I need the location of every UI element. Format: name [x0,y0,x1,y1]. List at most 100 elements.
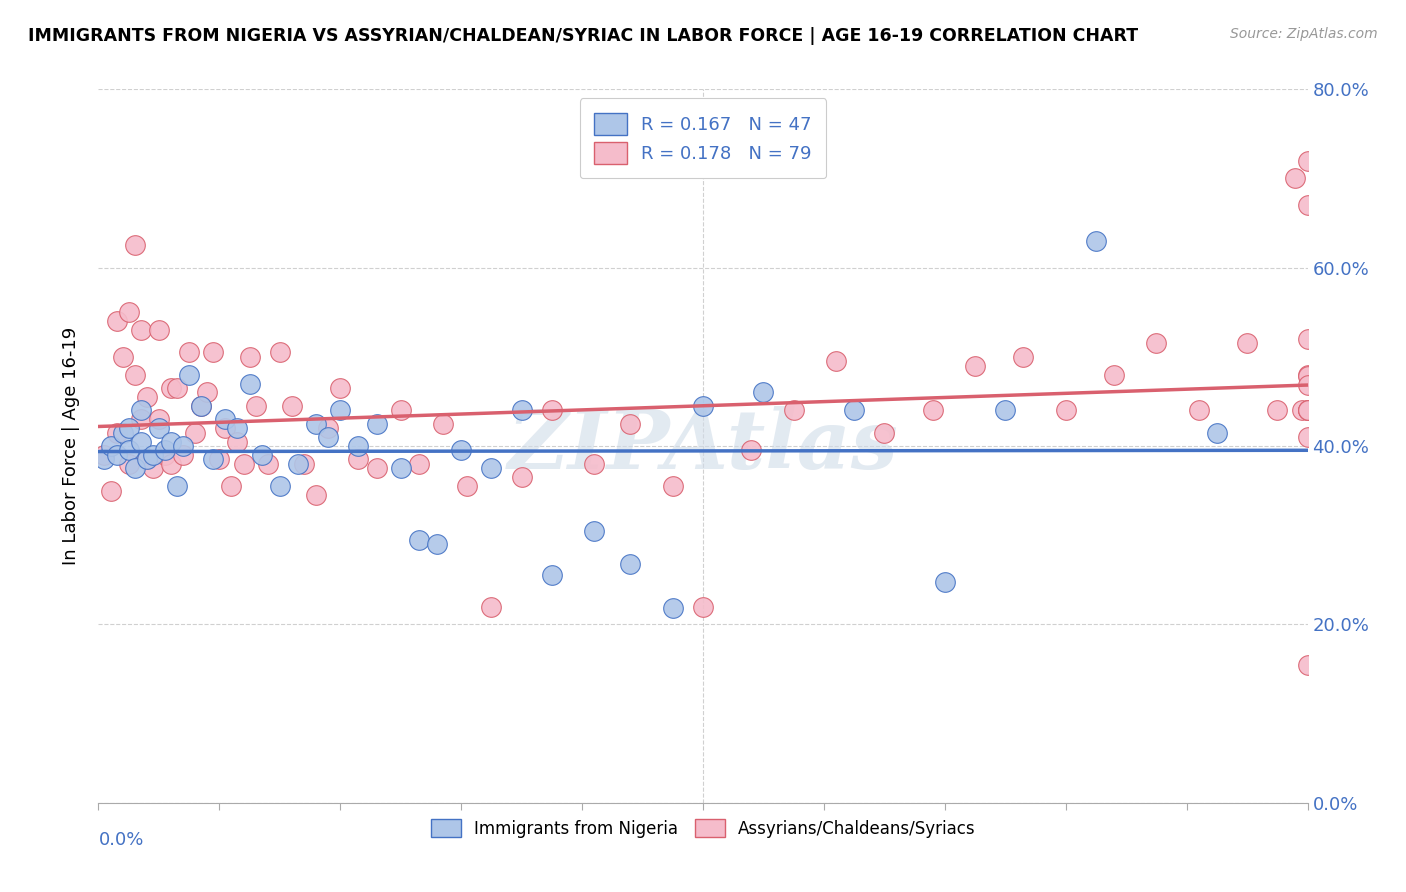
Point [305,417,328,431]
Point [583,457,606,471]
Point [179,345,201,359]
Point [389,461,412,475]
Point [510,403,533,417]
Point [921,403,943,417]
Point [111,350,134,364]
Text: Source: ZipAtlas.com: Source: ZipAtlas.com [1230,27,1378,41]
Point [148,412,170,426]
Text: ZIPAtlas: ZIPAtlas [508,406,898,486]
Point [1296,153,1319,168]
Point [124,461,146,475]
Point [305,488,328,502]
Point [93,448,115,462]
Point [844,403,866,417]
Point [153,443,176,458]
Point [105,314,128,328]
Point [190,399,212,413]
Point [129,323,152,337]
Point [142,461,165,475]
Point [740,443,762,458]
Point [208,452,231,467]
Point [692,399,714,413]
Point [1236,336,1258,351]
Point [389,403,412,417]
Point [184,425,207,440]
Point [148,323,170,337]
Point [281,399,304,413]
Point [135,452,157,467]
Point [160,381,183,395]
Point [214,421,236,435]
Point [426,537,449,551]
Point [135,390,157,404]
Point [661,601,683,615]
Point [245,399,267,413]
Point [214,412,236,426]
Point [195,385,218,400]
Point [540,403,562,417]
Point [1144,336,1167,351]
Point [316,421,339,435]
Point [481,461,503,475]
Point [250,448,273,462]
Point [1296,378,1319,392]
Point [160,457,183,471]
Text: IMMIGRANTS FROM NIGERIA VS ASSYRIAN/CHALDEAN/SYRIAC IN LABOR FORCE | AGE 16-19 C: IMMIGRANTS FROM NIGERIA VS ASSYRIAN/CHAL… [28,27,1139,45]
Point [540,568,562,582]
Point [752,385,775,400]
Point [269,479,291,493]
Text: 0.0%: 0.0% [98,831,143,849]
Point [825,354,848,368]
Point [347,452,370,467]
Point [118,421,141,435]
Point [129,403,152,417]
Point [232,457,254,471]
Point [1296,198,1319,212]
Point [124,368,146,382]
Legend: Immigrants from Nigeria, Assyrians/Chaldeans/Syriacs: Immigrants from Nigeria, Assyrians/Chald… [423,813,983,845]
Point [292,457,315,471]
Point [1296,403,1319,417]
Point [287,457,309,471]
Point [166,381,188,395]
Point [105,448,128,462]
Point [118,305,141,319]
Point [153,448,176,462]
Point [118,443,141,458]
Point [329,403,352,417]
Point [481,599,503,614]
Point [1296,657,1319,672]
Point [408,457,430,471]
Point [510,470,533,484]
Point [166,479,188,493]
Point [269,345,291,359]
Point [1291,403,1313,417]
Point [366,461,388,475]
Point [105,425,128,440]
Point [692,599,714,614]
Point [239,376,262,391]
Point [432,417,454,431]
Point [1206,425,1229,440]
Point [93,452,115,467]
Point [100,439,122,453]
Point [1267,403,1289,417]
Point [190,399,212,413]
Point [619,557,641,571]
Point [142,448,165,462]
Point [1012,350,1035,364]
Point [221,479,243,493]
Point [1296,369,1319,384]
Point [172,439,194,453]
Point [118,457,141,471]
Point [172,448,194,462]
Point [1296,403,1319,417]
Point [873,425,896,440]
Point [1296,403,1319,417]
Point [179,368,201,382]
Point [783,403,806,417]
Point [226,434,249,449]
Point [450,443,472,458]
Point [316,430,339,444]
Point [366,417,388,431]
